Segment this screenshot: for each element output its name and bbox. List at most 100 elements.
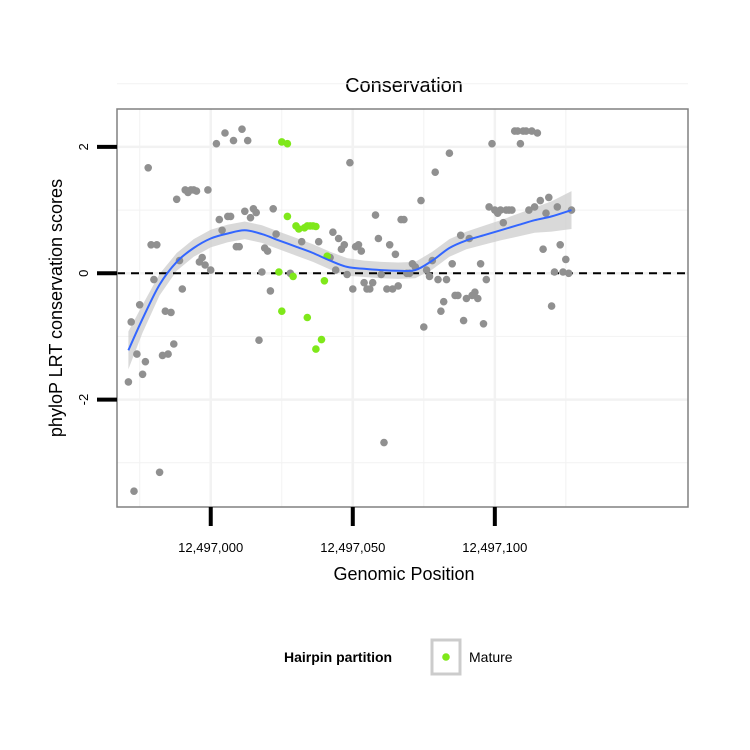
data-point-other [434,275,442,284]
data-point-other [343,270,351,279]
data-point-other [391,250,400,259]
data-point-other [374,234,383,243]
data-point-mature [283,139,292,148]
data-point-other [206,266,215,274]
data-point-other [488,139,496,148]
data-point-other [340,241,349,249]
data-point-mature [283,212,292,221]
data-point-other [272,230,280,238]
data-point-other [499,218,508,227]
data-point-other [388,285,397,293]
data-point-other [542,209,550,217]
x-axis: 12,497,000 12,497,050 12,497,100 [178,507,527,555]
data-point-other [547,302,556,310]
data-point-other [349,285,357,293]
x-tick-label: 12,497,050 [320,540,385,555]
data-point-other [536,196,545,205]
panel-border [116,108,689,508]
data-point-other [380,438,388,447]
data-point-other [553,203,562,211]
data-point-other [513,127,522,135]
data-point-other [175,256,184,265]
data-point-other [533,129,542,137]
data-point-other [167,308,175,317]
data-point-other [559,268,567,276]
y-tick-label: 2 [76,143,91,150]
data-point-mature [275,268,283,276]
data-point-other [539,245,547,253]
data-point-other [479,320,488,328]
data-point-other [141,357,150,366]
data-point-other [331,266,340,274]
data-point-other [255,336,263,345]
data-point-other [192,187,201,195]
data-point-other [485,203,493,211]
data-point-other [263,247,272,255]
data-point-other [172,195,181,204]
data-point-other [130,487,138,496]
data-point-other [439,297,448,306]
data-point-other [431,168,440,176]
data-point-other [164,350,172,358]
data-point-other [471,288,479,297]
data-point-mature [320,277,329,285]
data-point-other [229,136,238,145]
data-point-other [394,282,403,290]
data-point-other [235,242,243,251]
plot-panel [116,83,689,508]
data-point-other [556,241,564,249]
data-point-other [496,206,505,214]
data-point-other [474,294,482,303]
data-point-other [150,275,158,284]
data-point-other [243,136,252,145]
data-point-other [545,193,553,202]
data-point-other [383,285,391,293]
data-point-other [357,247,366,255]
data-point-mature [312,345,320,353]
data-point-other [354,241,363,249]
data-point-other [297,237,306,246]
data-point-other [135,301,144,309]
data-point-mature [312,222,320,231]
smooth-line [127,209,572,351]
data-point-other [226,212,235,221]
data-point-other [420,323,428,331]
data-point-other [459,316,468,325]
data-point-other [201,261,209,269]
y-tick-label: 0 [76,270,91,277]
data-point-other [360,278,368,287]
data-point-mature [289,272,297,281]
data-point-other [204,186,212,194]
data-point-other [564,269,573,278]
data-point-other [241,207,249,216]
y-axis: -2 0 2 [76,143,117,405]
data-point-other [238,125,246,133]
data-point-other [258,268,266,276]
legend-title: Hairpin partition [284,649,392,665]
data-point-other [124,378,133,386]
x-axis-title: Genomic Position [333,564,474,584]
data-point-other [516,139,525,148]
data-point-other [170,340,178,348]
data-point-other [127,318,135,326]
data-point-other [454,291,462,300]
data-point-other [329,228,337,236]
data-point-mature [295,225,303,233]
chart-title: Conservation [345,75,463,97]
data-point-other [422,266,431,274]
data-point-other [218,226,226,235]
data-point-other [448,260,457,268]
legend: Hairpin partition Mature [284,638,513,676]
data-point-other [368,278,377,287]
data-point-other [334,234,343,243]
x-tick-label: 12,497,100 [462,540,527,555]
data-point-mature [278,307,286,316]
data-point-other [462,294,471,303]
data-point-other [550,268,559,276]
data-point-other [482,275,491,284]
data-point-other [456,231,465,240]
panel-background [117,109,688,507]
legend-label-mature: Mature [469,649,513,665]
data-point-other [371,211,380,219]
